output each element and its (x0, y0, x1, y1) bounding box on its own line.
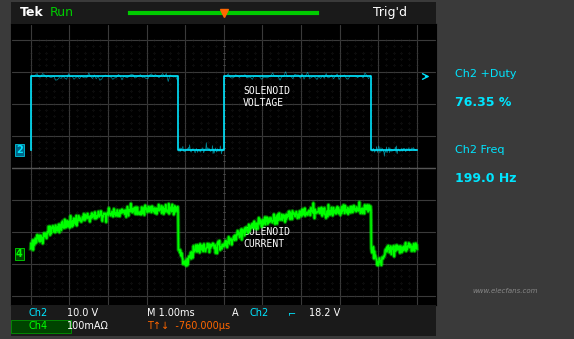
Text: 4: 4 (16, 249, 22, 259)
Text: Ch2: Ch2 (249, 308, 269, 318)
Text: 76.35 %: 76.35 % (455, 96, 511, 109)
Text: T↑↓  -760.000µs: T↑↓ -760.000µs (148, 321, 231, 332)
Text: ⌐: ⌐ (288, 308, 296, 318)
Text: Ch2: Ch2 (29, 308, 48, 318)
Text: 10.0 V: 10.0 V (67, 308, 98, 318)
Text: 18.2 V: 18.2 V (309, 308, 340, 318)
Text: A: A (232, 308, 239, 318)
Text: Tek: Tek (20, 6, 44, 19)
Text: Ch4: Ch4 (29, 321, 48, 332)
Text: www.elecfans.com: www.elecfans.com (472, 288, 538, 294)
Text: Run: Run (50, 6, 73, 19)
Text: M 1.00ms: M 1.00ms (148, 308, 195, 318)
Text: SOLENOID
CURRENT: SOLENOID CURRENT (243, 227, 290, 249)
FancyBboxPatch shape (11, 320, 71, 333)
Text: 199.0 Hz: 199.0 Hz (455, 172, 516, 185)
Text: 100mAΩ: 100mAΩ (67, 321, 108, 332)
Text: Ch2 +Duty: Ch2 +Duty (455, 69, 516, 79)
Text: Trig'd: Trig'd (373, 6, 406, 19)
Text: 2: 2 (16, 145, 22, 155)
Text: Ch2 Freq: Ch2 Freq (455, 145, 504, 155)
Text: SOLENOID
VOLTAGE: SOLENOID VOLTAGE (243, 86, 290, 108)
